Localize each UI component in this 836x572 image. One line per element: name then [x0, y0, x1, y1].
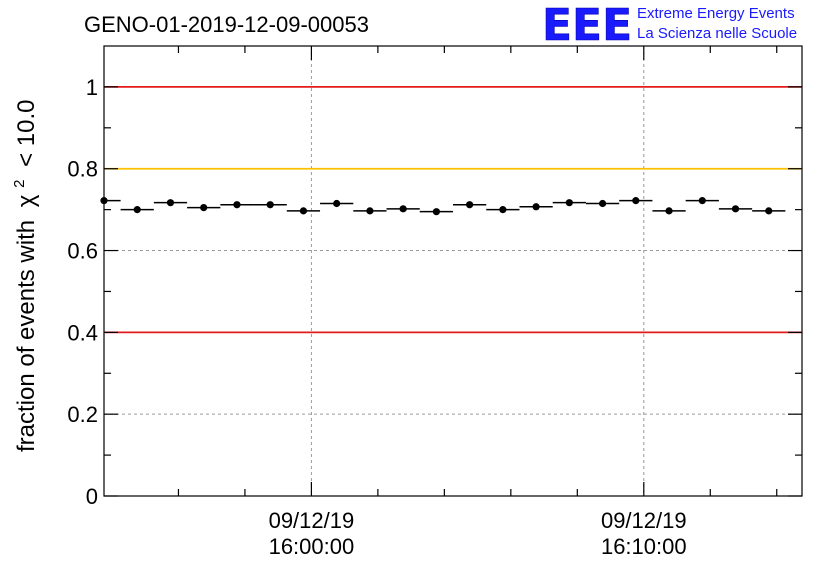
data-point-4	[233, 201, 241, 209]
plot-frame	[103, 45, 803, 497]
data-point-16	[632, 197, 640, 205]
axis-ticks	[104, 46, 802, 497]
y-tick-label: 0.4	[67, 320, 98, 345]
y-axis-title-symbol: χ	[13, 194, 40, 207]
y-axis-title-text: fraction of events with	[13, 220, 40, 452]
y-tick-label: 0.6	[67, 239, 98, 264]
y-axis-title-exponent: 2	[11, 180, 28, 188]
data-point-7	[333, 199, 341, 208]
eee-logo: EEE Extreme Energy Events La Scienza nel…	[542, 0, 797, 51]
y-tick-label: 1	[86, 75, 98, 100]
data-point-5	[266, 201, 274, 209]
y-tick-label: 0.2	[67, 402, 98, 427]
data-point-12	[499, 206, 507, 214]
data-point-20	[765, 207, 773, 215]
x-tick-label-date: 09/12/19	[601, 508, 687, 533]
y-tick-labels: 0 0.2 0.4 0.6 0.8 1	[67, 75, 98, 509]
data-point-19	[731, 205, 740, 213]
data-point-17	[665, 207, 673, 215]
y-tick-label: 0	[86, 484, 98, 509]
logo-line-2: La Scienza nelle Scuole	[637, 25, 797, 42]
data-point-8	[366, 207, 374, 215]
data-point-14	[565, 199, 573, 207]
chart-title: GENO-01-2019-12-09-00053	[84, 12, 369, 37]
data-point-2	[166, 199, 175, 207]
y-tick-label: 0.8	[67, 157, 98, 182]
x-tick-label-time: 16:10:00	[601, 534, 687, 559]
data-point-15	[598, 199, 607, 208]
data-point-1	[133, 206, 141, 214]
logo-mark: EEE	[542, 0, 632, 51]
data-point-10	[432, 208, 440, 216]
logo-line-1: Extreme Energy Events	[637, 5, 795, 22]
data-point-11	[466, 201, 474, 209]
x-tick-label-date: 09/12/19	[269, 508, 355, 533]
y-axis-title: fraction of events with χ 2 < 10.0	[3, 100, 40, 453]
data-series	[100, 197, 786, 216]
data-point-6	[299, 207, 308, 215]
x-tick-label-time: 16:00:00	[269, 534, 355, 559]
data-point-18	[698, 197, 706, 205]
y-axis-title-threshold: < 10.0	[13, 100, 40, 167]
reference-lines	[104, 86, 802, 334]
data-point-13	[532, 203, 540, 211]
data-point-3	[200, 203, 208, 212]
data-point-9	[399, 205, 407, 213]
